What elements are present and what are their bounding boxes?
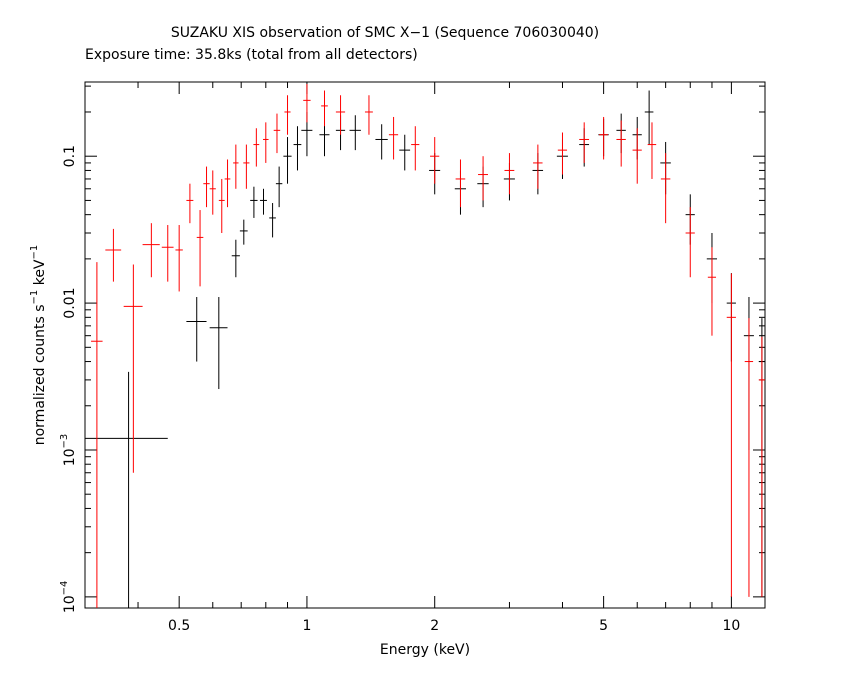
y-axis-label-text: keV xyxy=(32,259,48,290)
data-point xyxy=(632,128,642,184)
data-point xyxy=(478,156,488,201)
x-tick-label: 0.5 xyxy=(168,618,190,634)
data-point xyxy=(269,203,276,238)
data-point xyxy=(647,122,657,179)
y-tick-label-base: 0.01 xyxy=(62,288,78,319)
y-tick-label: 0.1 xyxy=(62,145,78,167)
data-point xyxy=(243,144,250,189)
data-point xyxy=(533,144,543,189)
data-point xyxy=(161,225,174,282)
x-tick-label: 1 xyxy=(302,618,311,634)
x-tick-label: 5 xyxy=(599,618,608,634)
data-point xyxy=(105,228,122,282)
data-point xyxy=(203,166,210,208)
data-point xyxy=(375,124,388,160)
data-point xyxy=(579,122,590,163)
y-axis-label-exponent: −1 xyxy=(29,290,40,305)
y-tick-label-exponent: −3 xyxy=(59,434,70,449)
data-point xyxy=(123,264,143,473)
plot-frame xyxy=(84,81,766,609)
x-tick-label: 2 xyxy=(430,618,439,634)
data-point xyxy=(224,159,231,208)
chart-title: SUZAKU XIS observation of SMC X−1 (Seque… xyxy=(171,25,599,41)
data-point xyxy=(293,126,302,171)
data-point xyxy=(685,207,695,278)
data-point xyxy=(196,210,204,287)
y-tick-label-base: 10 xyxy=(62,448,78,466)
data-point xyxy=(209,170,216,215)
y-axis-label: normalized counts s−1 keV−1 xyxy=(29,245,48,446)
data-point xyxy=(283,137,292,184)
data-point xyxy=(399,134,411,171)
y-tick-label-exponent: −4 xyxy=(59,581,70,596)
data-point xyxy=(259,188,267,215)
data-point xyxy=(758,336,765,597)
data-point xyxy=(504,153,515,195)
y-tick-label: 10−4 xyxy=(59,581,78,614)
data-point xyxy=(284,95,291,135)
data-point xyxy=(349,115,361,151)
data-point xyxy=(335,95,346,135)
chart-subtitle: Exposure time: 35.8ks (total from all de… xyxy=(85,47,418,63)
data-point xyxy=(455,159,466,208)
data-point xyxy=(660,153,671,224)
data-point xyxy=(186,297,207,362)
y-tick-label: 10−3 xyxy=(59,434,78,467)
data-point xyxy=(253,128,260,167)
y-axis-label-text: normalized counts s xyxy=(32,304,48,445)
data-point xyxy=(275,166,283,208)
data-point xyxy=(175,225,183,292)
data-point xyxy=(411,126,420,171)
x-axis-label: Energy (keV) xyxy=(380,642,470,658)
y-tick-label-base: 10 xyxy=(62,595,78,613)
y-axis-label-exponent: −1 xyxy=(29,245,40,260)
data-point xyxy=(250,186,258,218)
data-point xyxy=(209,297,228,390)
data-point xyxy=(557,132,568,175)
data-point xyxy=(91,262,103,608)
data-point xyxy=(218,178,225,234)
data-point xyxy=(707,247,717,336)
data-point xyxy=(186,183,194,224)
y-tick-label: 0.01 xyxy=(62,288,78,319)
data-point xyxy=(231,239,240,278)
x-tick-label: 10 xyxy=(722,618,740,634)
data-point xyxy=(142,223,160,278)
data-point xyxy=(599,116,608,160)
data-point xyxy=(726,273,736,597)
data-point xyxy=(239,219,248,245)
data-point xyxy=(388,116,399,160)
data-point xyxy=(263,122,269,163)
data-point xyxy=(273,113,281,154)
data-point xyxy=(616,120,626,167)
data-point xyxy=(644,90,654,145)
data-point xyxy=(364,95,373,135)
data-point xyxy=(233,144,239,189)
data-point xyxy=(85,371,168,608)
data-point xyxy=(321,90,328,127)
data-point xyxy=(744,318,754,597)
data-point xyxy=(303,84,311,123)
data-point xyxy=(430,137,440,184)
y-tick-label-base: 0.1 xyxy=(62,145,78,167)
